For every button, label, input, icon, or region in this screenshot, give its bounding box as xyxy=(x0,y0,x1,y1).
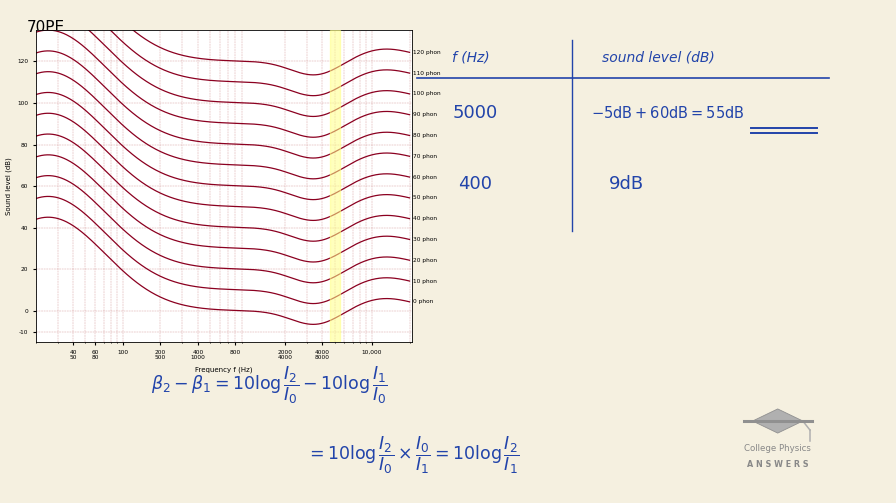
Text: 90 phon: 90 phon xyxy=(413,112,437,117)
Text: f (Hz): f (Hz) xyxy=(452,51,489,65)
Text: 5000: 5000 xyxy=(452,104,497,122)
Text: 9dB: 9dB xyxy=(609,175,644,193)
Text: 70 phon: 70 phon xyxy=(413,154,437,159)
Text: 0 phon: 0 phon xyxy=(413,299,434,304)
Text: 40 phon: 40 phon xyxy=(413,216,437,221)
Text: $= 10\log\dfrac{I_2}{I_0} \times \dfrac{I_0}{I_1} = 10\log\dfrac{I_2}{I_1}$: $= 10\log\dfrac{I_2}{I_0} \times \dfrac{… xyxy=(306,435,519,476)
Text: 70PE: 70PE xyxy=(27,20,65,35)
X-axis label: Frequency f (Hz): Frequency f (Hz) xyxy=(195,366,253,373)
Text: 60 phon: 60 phon xyxy=(413,175,437,180)
Bar xyxy=(330,30,340,342)
Text: 20 phon: 20 phon xyxy=(413,258,437,263)
Text: College Physics: College Physics xyxy=(745,444,811,453)
Text: 30 phon: 30 phon xyxy=(413,237,437,242)
Text: 10 phon: 10 phon xyxy=(413,279,437,284)
Text: 100 phon: 100 phon xyxy=(413,92,441,97)
Text: sound level (dB): sound level (dB) xyxy=(602,51,715,65)
Polygon shape xyxy=(753,409,803,433)
Text: $\beta_2 - \beta_1 = 10\log\dfrac{I_2}{I_0} - 10\log\dfrac{I_1}{I_0}$: $\beta_2 - \beta_1 = 10\log\dfrac{I_2}{I… xyxy=(151,364,387,405)
Text: 80 phon: 80 phon xyxy=(413,133,437,138)
Text: 120 phon: 120 phon xyxy=(413,50,441,55)
Text: 400: 400 xyxy=(458,175,492,193)
Y-axis label: Sound level (dB): Sound level (dB) xyxy=(5,157,12,215)
Text: $-5\mathrm{dB}+60\mathrm{dB} = 55\mathrm{dB}$: $-5\mathrm{dB}+60\mathrm{dB} = 55\mathrm… xyxy=(591,105,745,121)
Text: 50 phon: 50 phon xyxy=(413,195,437,200)
Text: A N S W E R S: A N S W E R S xyxy=(747,460,808,469)
Text: 110 phon: 110 phon xyxy=(413,70,441,75)
